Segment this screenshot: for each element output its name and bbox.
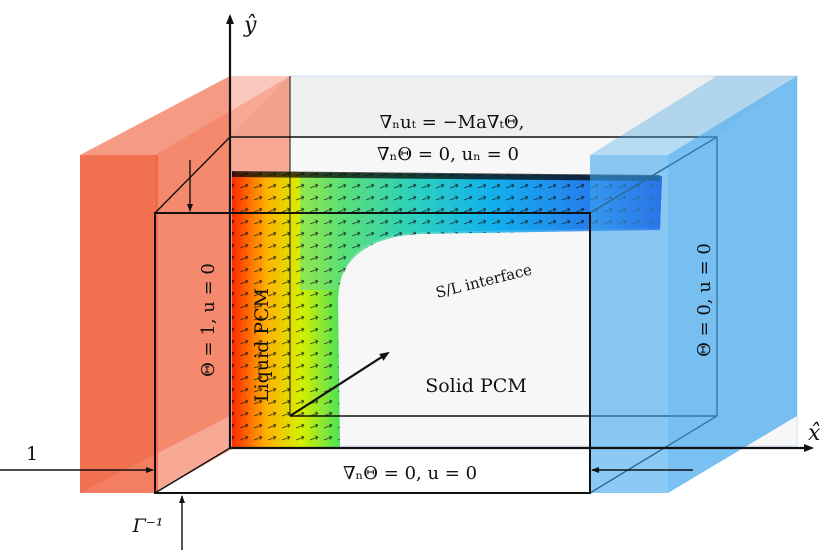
bottom-bc-label: ∇ₙΘ = 0, u = 0	[343, 463, 477, 484]
axes	[226, 14, 814, 452]
x-axis-label: x̂	[808, 421, 821, 446]
dimension-arrows	[0, 160, 693, 550]
right-wall-bc: Θ = 0, u = 0	[694, 243, 715, 357]
top-bc-line2: ∇ₙΘ = 0, uₙ = 0	[377, 144, 519, 165]
top-bc-line1: ∇ₙuₜ = −Ma∇ₜΘ,	[380, 112, 525, 133]
height-label: Γ⁻¹	[132, 515, 164, 537]
y-axis-label: ŷ	[243, 13, 257, 38]
z-axis	[289, 351, 390, 417]
liquid-pcm-label: Liquid PCM	[251, 288, 273, 402]
cold-wall	[590, 76, 797, 493]
liquid-region	[231, 171, 662, 448]
solid-pcm-label: Solid PCM	[425, 375, 527, 397]
left-wall-bc: Θ = 1, u = 0	[198, 263, 219, 377]
front-face	[154, 212, 591, 494]
width-label: 1	[26, 443, 38, 465]
